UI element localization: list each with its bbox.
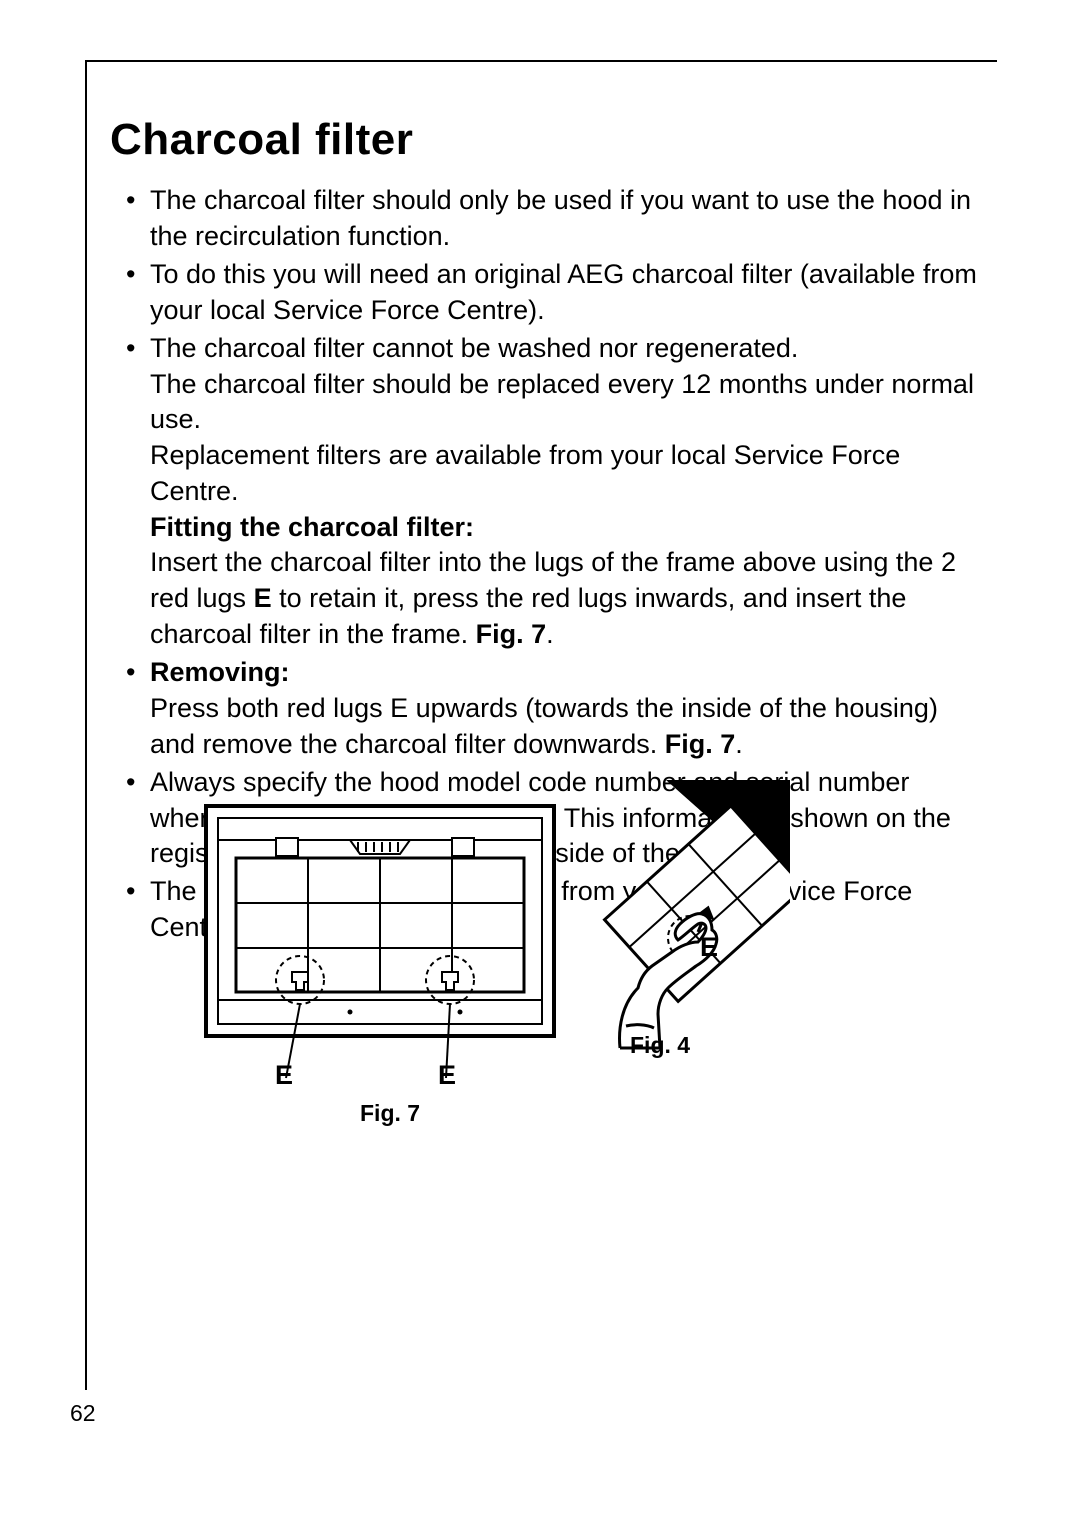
lug-label-inline: E (254, 583, 272, 613)
fig-ref: Fig. 7 (476, 619, 547, 649)
text: . (546, 619, 554, 649)
figure-7-caption: Fig. 7 (360, 1100, 420, 1127)
lug-label-e: E (438, 1060, 456, 1091)
text: . (735, 729, 743, 759)
fitting-subhead: Fitting the charcoal filter: (110, 512, 980, 543)
bullet-item: The charcoal filter should only be used … (150, 183, 980, 255)
text: Press both red lugs E upwards (towards t… (150, 693, 938, 759)
page-number: 62 (70, 1400, 96, 1427)
lug-label-e: E (700, 932, 718, 963)
removing-subhead: Removing: (150, 657, 290, 687)
fitting-body: Insert the charcoal filter into the lugs… (110, 545, 980, 653)
text: The charcoal filter should be replaced e… (150, 369, 974, 435)
figure-4-diagram (580, 780, 790, 1050)
lug-label-e: E (275, 1060, 293, 1091)
figure-4-caption: Fig. 4 (630, 1032, 690, 1059)
bullet-item: To do this you will need an original AEG… (150, 257, 980, 329)
section-heading: Charcoal filter (110, 115, 980, 165)
text: The charcoal filter cannot be washed nor… (150, 333, 798, 363)
text: Replacement filters are available from y… (150, 440, 900, 506)
bullet-item: The charcoal filter cannot be washed nor… (150, 331, 980, 511)
manual-page: Charcoal filter The charcoal filter shou… (0, 0, 1080, 1529)
bullet-item: Removing: Press both red lugs E upwards … (150, 655, 980, 763)
figure-area: E E E Fig. 4 Fig. 7 (200, 780, 900, 1140)
instruction-list: The charcoal filter should only be used … (110, 183, 980, 510)
fig-ref: Fig. 7 (665, 729, 736, 759)
figure-7-diagram (200, 800, 560, 1090)
